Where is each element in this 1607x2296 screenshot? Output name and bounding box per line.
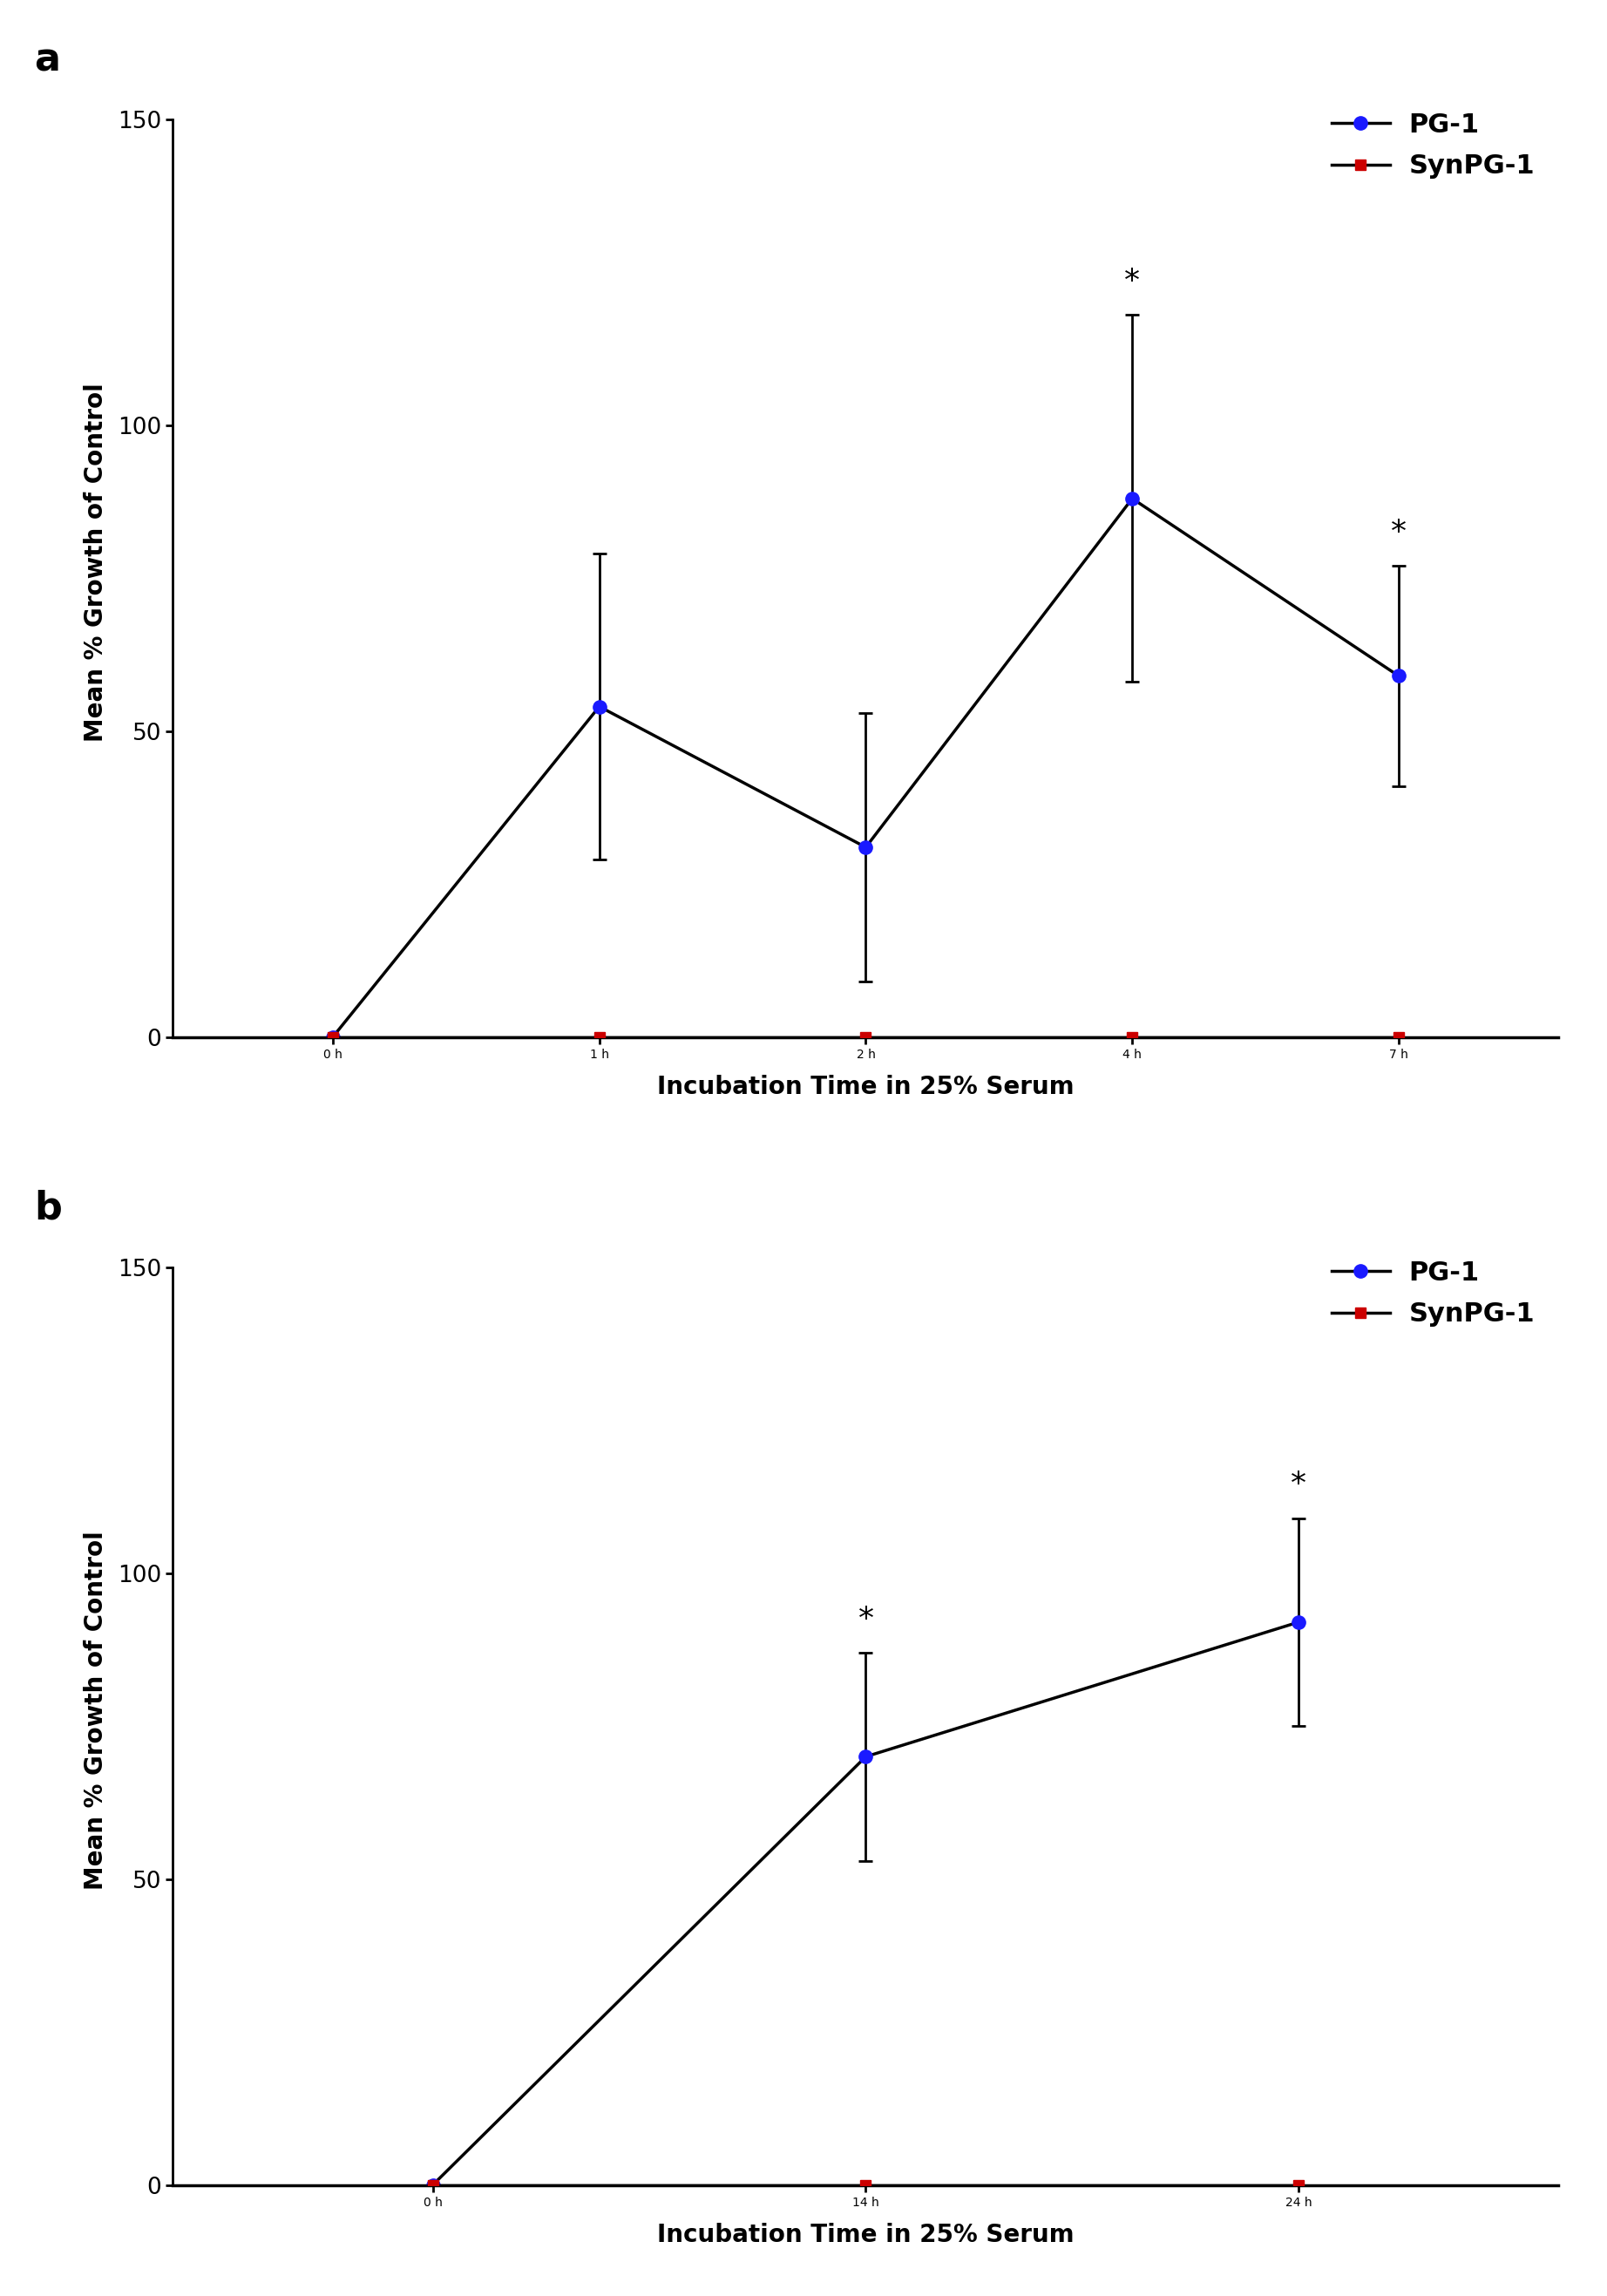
- X-axis label: Incubation Time in 25% Serum: Incubation Time in 25% Serum: [657, 2223, 1075, 2248]
- Y-axis label: Mean % Growth of Control: Mean % Growth of Control: [84, 383, 108, 742]
- X-axis label: Incubation Time in 25% Serum: Incubation Time in 25% Serum: [657, 1075, 1075, 1100]
- Text: *: *: [858, 1605, 874, 1635]
- Legend: PG-1, SynPG-1: PG-1, SynPG-1: [1321, 101, 1546, 191]
- Text: *: *: [1392, 519, 1406, 546]
- Text: *: *: [1290, 1469, 1306, 1499]
- Legend: PG-1, SynPG-1: PG-1, SynPG-1: [1321, 1249, 1546, 1339]
- Text: a: a: [34, 41, 61, 78]
- Text: b: b: [34, 1189, 63, 1226]
- Y-axis label: Mean % Growth of Control: Mean % Growth of Control: [84, 1531, 108, 1890]
- Text: *: *: [1125, 266, 1139, 296]
